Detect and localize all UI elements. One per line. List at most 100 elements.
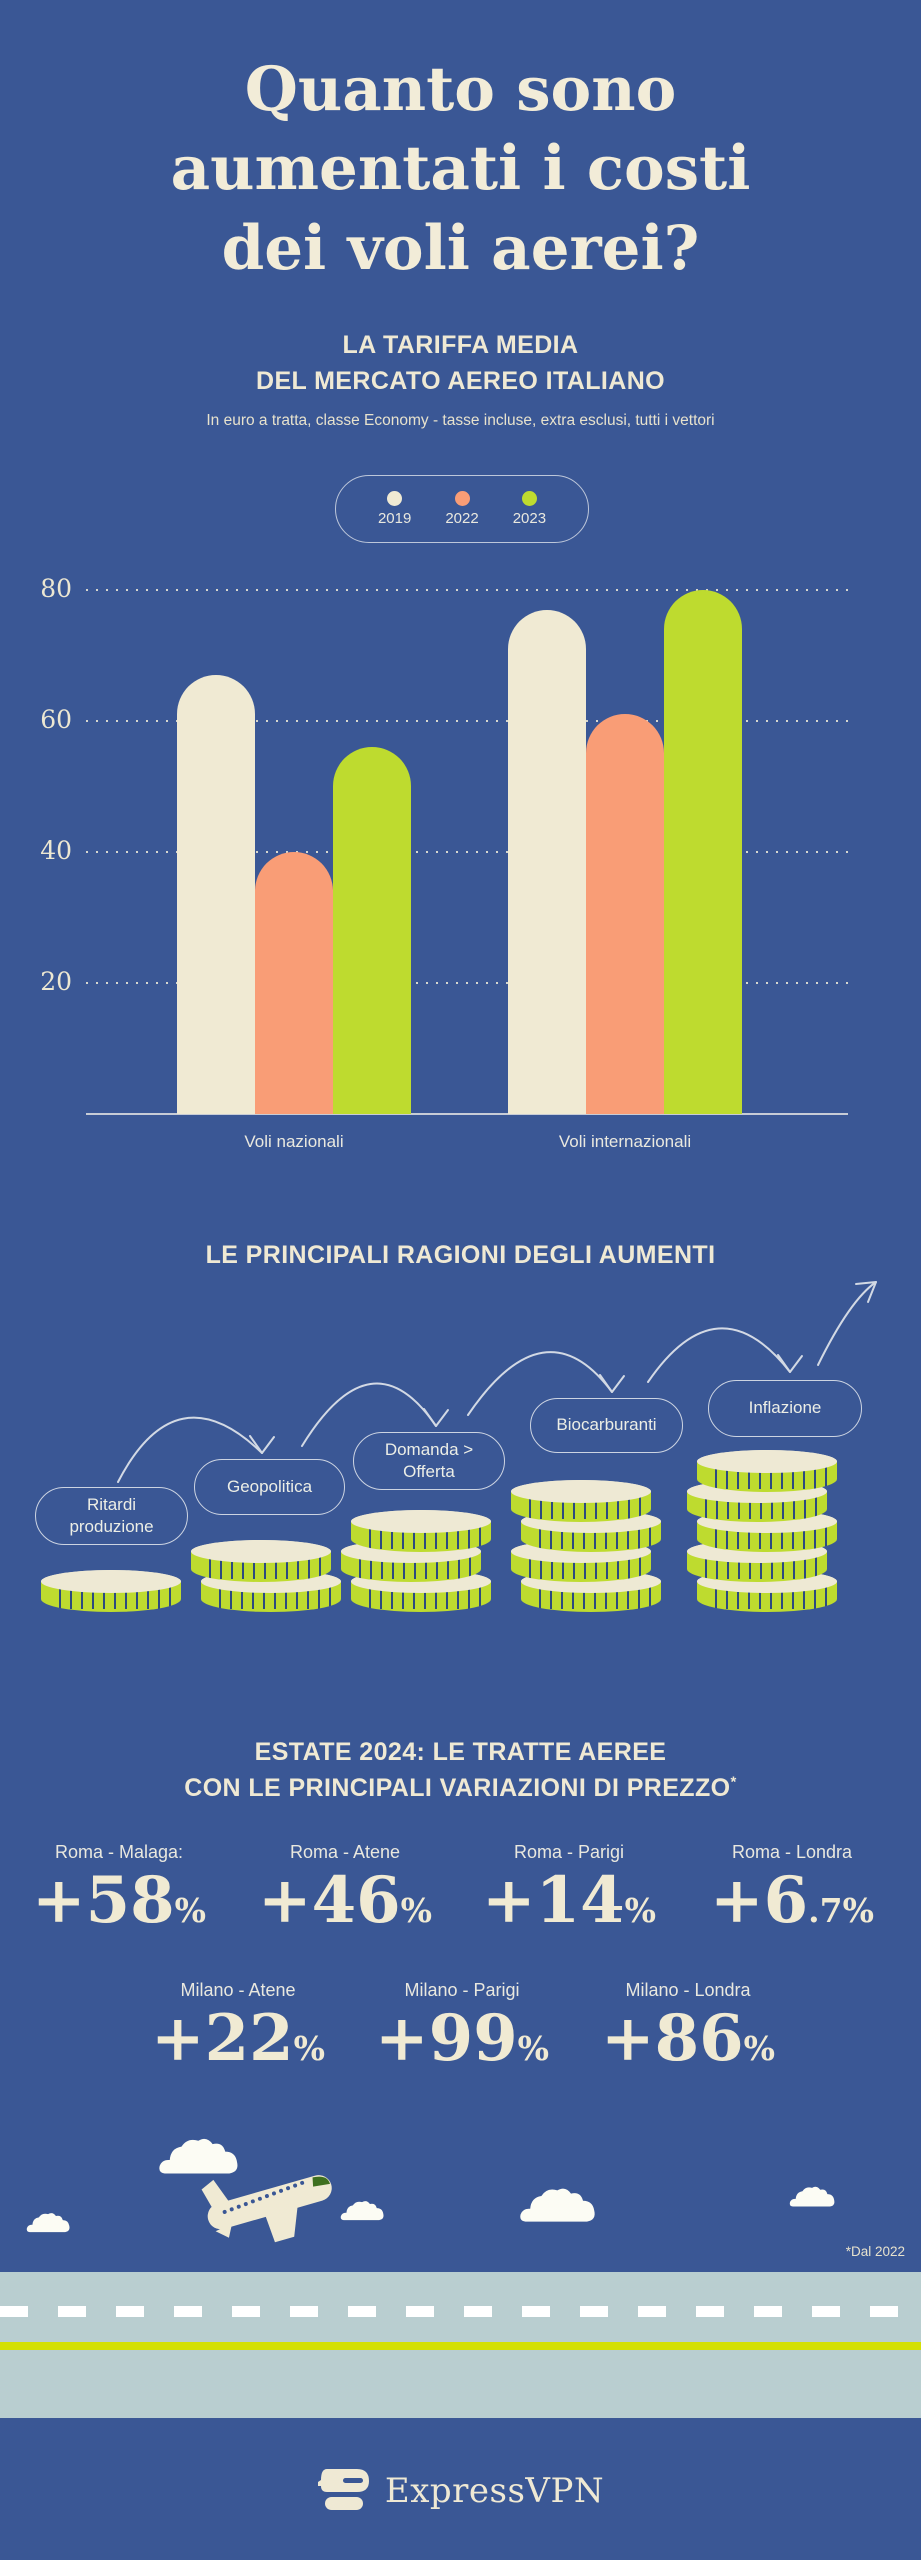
route-label: Milano - Londra: [625, 1980, 751, 2000]
routes-section-title: ESTATE 2024: LE TRATTE AEREE CON LE PRIN…: [0, 1734, 921, 1807]
route-change-value: +58%: [32, 1869, 206, 1933]
route-change-small: .7%: [808, 1891, 874, 1930]
road-illustration: [0, 2272, 921, 2418]
growth-arrow-arc: [467, 1351, 613, 1416]
expressvpn-logo-icon: [317, 2469, 369, 2510]
legend-item-2023: 2023: [513, 491, 546, 527]
route-label: Roma - Malaga:: [54, 1842, 184, 1862]
legend-year-label: 2022: [445, 510, 479, 527]
gridline-20: [86, 982, 848, 984]
coin-stack-1: [41, 1570, 181, 1614]
legend-year-label: 2019: [377, 510, 412, 527]
reason-pill-4: Biocarburanti: [530, 1398, 683, 1453]
route-change-big: +22: [150, 2001, 294, 2076]
coin-top-face: [697, 1450, 837, 1473]
coin-icon: [191, 1540, 331, 1582]
route-change-value: +14%: [482, 1869, 656, 1933]
route-change-value: +46%: [258, 1869, 432, 1933]
arrowhead-icon: [777, 1354, 803, 1373]
growth-arrow-arc: [301, 1382, 437, 1447]
route-label: Roma - Londra: [731, 1842, 853, 1862]
cloud-icon: [26, 2213, 70, 2233]
y-axis-tick-label: 20: [40, 967, 72, 996]
route-stat-milano-londra: Milano - Londra +86%: [601, 1980, 775, 2071]
legend-year-label: 2023: [512, 510, 547, 527]
chart-title-line: DEL MERCATO AEREO ITALIANO: [255, 367, 666, 396]
arrowhead-icon: [249, 1435, 275, 1454]
growth-arrows-illustration: [117, 1281, 877, 1483]
route-change-value: +99%: [375, 2007, 549, 2071]
route-change-small: %: [293, 2029, 326, 2068]
chart-legend: 2019 2022 2023: [335, 475, 589, 543]
footnote: *Dal 2022: [845, 2244, 905, 2259]
coin-top-face: [191, 1540, 331, 1563]
bar-2019-voli-nazionali: [177, 675, 255, 1114]
coin-stack-2: [191, 1540, 341, 1614]
reason-pill-5: Inflazione: [708, 1380, 862, 1437]
legend-swatch-icon: [387, 491, 403, 506]
arrowhead-icon: [423, 1408, 449, 1427]
routes-title-line: ESTATE 2024: LE TRATTE AEREE: [254, 1738, 667, 1766]
legend-swatch-icon: [454, 491, 470, 506]
route-stat-roma-parigi: Roma - Parigi +14%: [482, 1842, 656, 1933]
route-label: Roma - Atene: [289, 1842, 401, 1862]
routes-title-text: CON LE PRINCIPALI VARIAZIONI DI PREZZO: [184, 1774, 731, 1803]
page-title: Quanto sono aumentati i costi dei voli a…: [0, 50, 921, 288]
route-change-value: +22%: [151, 2007, 325, 2071]
route-stat-milano-atene: Milano - Atene +22%: [151, 1980, 325, 2071]
coin-stack-3: [341, 1510, 491, 1614]
route-change-big: +58: [31, 1863, 175, 1938]
route-change-value: +86%: [601, 2007, 775, 2071]
gridline-40: [86, 851, 848, 853]
bar-2023-voli-nazionali: [333, 747, 411, 1114]
x-axis-category-label: Voli internazionali: [558, 1132, 692, 1151]
reason-pill-3: Domanda > Offerta: [353, 1432, 505, 1490]
route-change-big: +99: [374, 2001, 518, 2076]
road-dashed-line: [0, 2306, 921, 2317]
chart-title-line: LA TARIFFA MEDIA: [342, 331, 579, 359]
route-change-small: %: [743, 2029, 776, 2068]
route-change-big: +6: [710, 1863, 809, 1938]
y-axis-tick-label: 40: [40, 836, 72, 865]
reasons-section-title: LE PRINCIPALI RAGIONI DEGLI AUMENTI: [205, 1241, 716, 1269]
x-axis-line: [86, 1113, 848, 1115]
airplane-icon: [201, 2175, 332, 2243]
road-solid-line: [0, 2342, 921, 2350]
cloud-icon: [340, 2201, 384, 2221]
gridline-80: [86, 589, 848, 591]
coin-top-face: [351, 1510, 491, 1533]
page-title-line: dei voli aerei?: [221, 212, 700, 284]
bar-2022-voli-nazionali: [255, 852, 333, 1114]
reason-pill-1: Ritardi produzione: [35, 1487, 188, 1545]
cloud-icon: [159, 2138, 238, 2174]
coin-icon: [41, 1570, 181, 1612]
coin-icon: [687, 1480, 827, 1522]
coin-stack-5: [687, 1450, 837, 1614]
y-axis-tick-label: 80: [40, 574, 72, 603]
expressvpn-wordmark: ExpressVPN: [384, 2471, 605, 2511]
arrowhead-icon: [599, 1374, 625, 1393]
bar-2023-voli-internazionali: [664, 590, 742, 1114]
coin-stack-4: [511, 1480, 661, 1614]
route-change-small: %: [174, 1891, 207, 1930]
route-change-value: +6.7%: [710, 1869, 874, 1933]
route-change-small: %: [400, 1891, 433, 1930]
route-stat-roma-londra: Roma - Londra +6.7%: [710, 1842, 874, 1933]
legend-swatch-icon: [521, 491, 537, 506]
route-change-small: %: [517, 2029, 550, 2068]
footer-brand: ExpressVPN: [0, 2468, 921, 2514]
chart-subtitle-note: In euro a tratta, classe Economy - tasse…: [206, 412, 715, 429]
route-stat-roma-atene: Roma - Atene +46%: [258, 1842, 432, 1933]
route-change-big: +14: [481, 1863, 625, 1938]
cloud-icon: [789, 2186, 835, 2207]
legend-item-2022: 2022: [445, 491, 479, 527]
route-stat-roma-malaga-: Roma - Malaga: +58%: [32, 1842, 206, 1933]
growth-arrow-arc: [647, 1327, 791, 1383]
route-change-big: +46: [257, 1863, 401, 1938]
arrowhead-icon: [855, 1281, 877, 1303]
route-label: Milano - Atene: [180, 1980, 296, 2000]
coin-icon: [511, 1480, 651, 1522]
growth-arrow-arc: [117, 1416, 263, 1483]
growth-arrow-arc: [817, 1281, 877, 1366]
